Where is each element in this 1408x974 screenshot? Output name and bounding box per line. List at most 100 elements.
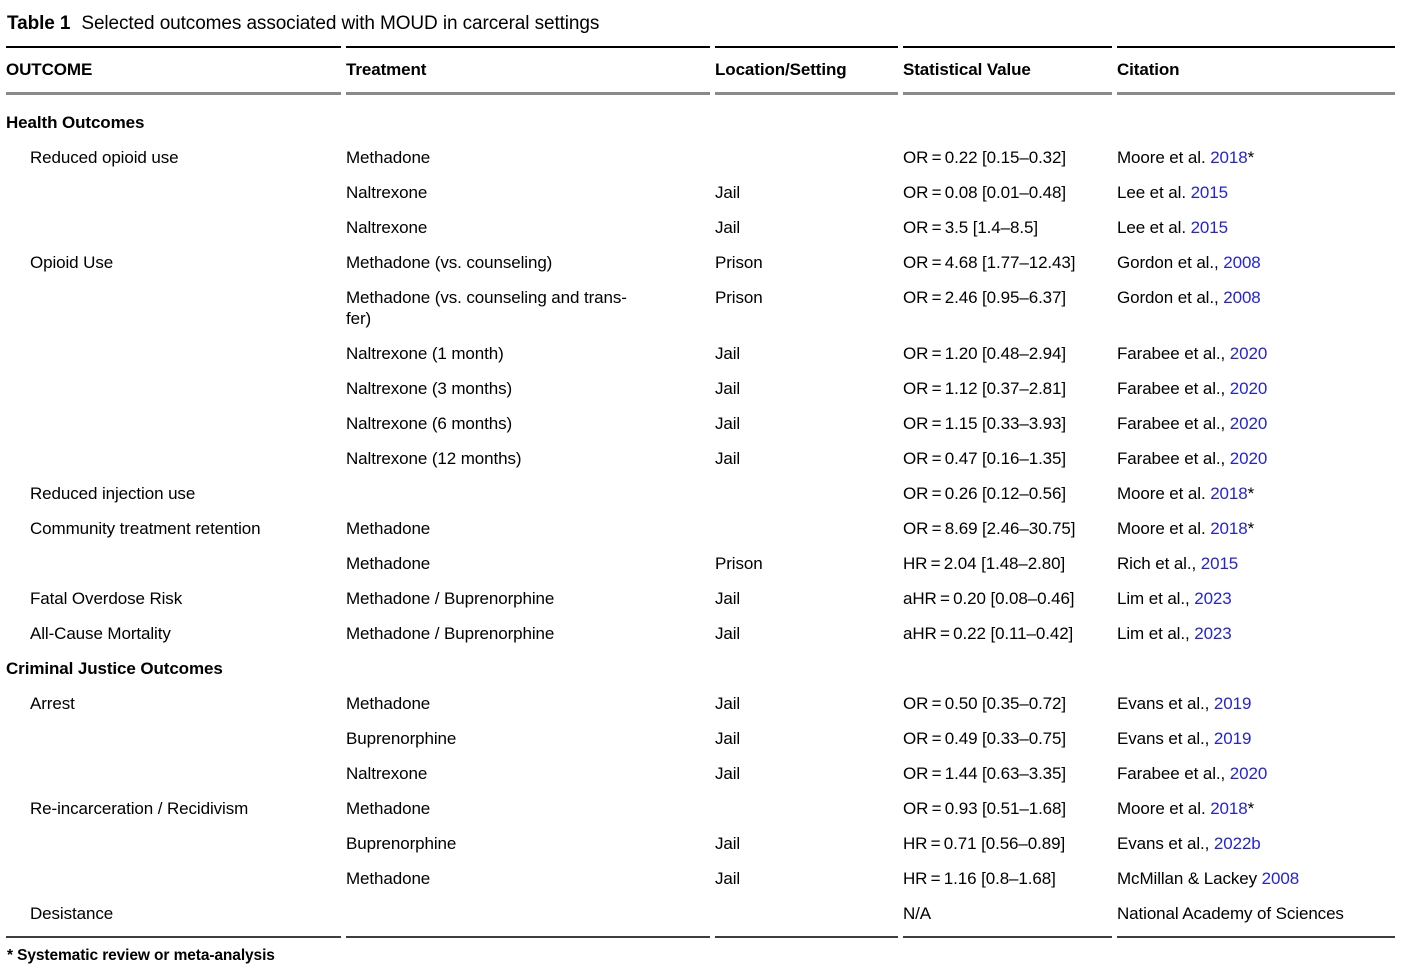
cell-citation: Lim et al., 2023	[1117, 623, 1395, 658]
table-row: Buprenorphine Jail OR = 0.49 [0.33–0.75] Ev…	[6, 728, 1395, 763]
citation-year-link[interactable]: 2015	[1190, 218, 1229, 237]
cell-outcome	[6, 217, 341, 252]
cell-citation: National Academy of Sciences	[1117, 903, 1395, 938]
col-header-citation: Citation	[1117, 46, 1395, 95]
citation-text: McMillan & Lackey	[1117, 869, 1262, 888]
cell-citation: Farabee et al., 2020	[1117, 763, 1395, 798]
citation-year-link[interactable]: 2008	[1223, 253, 1261, 272]
citation-asterisk: *	[1247, 799, 1255, 818]
cell-stat: OR = 1.20 [0.48–2.94]	[903, 344, 1067, 363]
cell-treatment: Buprenorphine	[346, 729, 457, 748]
col-header-statistical-value: Statistical Value	[903, 46, 1112, 95]
cell-treatment: Methadone / Buprenorphine	[346, 589, 555, 608]
cell-location: Jail	[715, 869, 741, 888]
cell-location: Jail	[715, 694, 741, 713]
citation-year-link[interactable]: 2023	[1194, 624, 1232, 643]
cell-treatment: Methadone	[346, 694, 431, 713]
cell-outcome	[6, 833, 341, 868]
col-header-location: Location/Setting	[715, 46, 898, 95]
cell-outcome	[6, 448, 341, 483]
citation-year-link[interactable]: 2018	[1210, 484, 1248, 503]
cell-citation: Lim et al., 2023	[1117, 588, 1395, 623]
cell-location: Jail	[715, 624, 741, 643]
citation-year-link[interactable]: 2020	[1229, 449, 1268, 468]
cell-stat: N/A	[903, 903, 1112, 938]
cell-location	[715, 147, 898, 182]
cell-treatment: Naltrexone	[346, 183, 428, 202]
citation-year-link[interactable]: 2008	[1261, 869, 1300, 888]
cell-outcome	[6, 378, 341, 413]
cell-stat: aHR = 0.20 [0.08–0.46]	[903, 589, 1075, 608]
cell-treatment: Naltrexone	[346, 764, 428, 783]
cell-citation: Moore et al. 2018*	[1117, 147, 1395, 182]
table-caption: Table 1 Selected outcomes associated with…	[7, 12, 1400, 46]
table-row: Naltrexone Jail OR = 1.44 [0.63–3.35] Farab…	[6, 763, 1395, 798]
cell-citation: Farabee et al., 2020	[1117, 378, 1395, 413]
section-header: Health Outcomes	[6, 113, 145, 132]
citation-year-link[interactable]: 2020	[1229, 344, 1268, 363]
cell-stat: OR = 2.46 [0.95–6.37]	[903, 288, 1067, 307]
cell-location: Jail	[715, 834, 741, 853]
cell-location: Jail	[715, 344, 741, 363]
cell-location: Jail	[715, 183, 741, 202]
table-row: Naltrexone (3 months) Jail OR = 1.12 [0.37…	[6, 378, 1395, 413]
citation-text: Farabee et al.,	[1117, 344, 1230, 363]
citation-text: Lim et al.,	[1117, 589, 1195, 608]
cell-stat: HR = 2.04 [1.48–2.80]	[903, 554, 1066, 573]
cell-location: Jail	[715, 589, 741, 608]
cell-outcome: Desistance	[6, 903, 341, 938]
cell-location: Jail	[715, 764, 741, 783]
citation-text: National Academy of Sciences	[1117, 904, 1344, 923]
cell-outcome: Re-incarceration / Recidivism	[30, 799, 249, 818]
section-row: Health Outcomes	[6, 95, 1395, 147]
citation-text: Gordon et al.,	[1117, 288, 1224, 307]
citation-year-link[interactable]: 2008	[1223, 288, 1261, 307]
cell-citation: Lee et al. 2015	[1117, 182, 1395, 217]
cell-location: Jail	[715, 379, 741, 398]
table-row: Buprenorphine Jail HR = 0.71 [0.56–0.89] Ev…	[6, 833, 1395, 868]
citation-year-link[interactable]: 2015	[1190, 183, 1229, 202]
cell-citation: McMillan & Lackey 2008	[1117, 868, 1395, 903]
citation-year-link[interactable]: 2018	[1210, 799, 1248, 818]
cell-stat: OR = 0.49 [0.33–0.75]	[903, 729, 1067, 748]
citation-year-link[interactable]: 2022b	[1213, 834, 1261, 853]
cell-outcome	[6, 343, 341, 378]
citation-year-link[interactable]: 2020	[1229, 764, 1268, 783]
cell-outcome	[6, 868, 341, 903]
citation-year-link[interactable]: 2018	[1210, 519, 1248, 538]
table-row: Naltrexone Jail OR = 3.5 [1.4–8.5] Lee et a…	[6, 217, 1395, 252]
cell-citation: Lee et al. 2015	[1117, 217, 1395, 252]
table-row: Methadone (vs. counseling and trans- fer…	[6, 287, 1395, 343]
cell-outcome	[6, 763, 341, 798]
cell-treatment: Methadone	[346, 869, 431, 888]
citation-year-link[interactable]: 2015	[1200, 554, 1239, 573]
table-row: Desistance N/A National Academy of Science…	[6, 903, 1395, 938]
header-row: OUTCOME Treatment Location/Setting Stati…	[6, 46, 1395, 95]
cell-treatment: Naltrexone (1 month)	[346, 344, 504, 363]
cell-stat: OR = 8.69 [2.46–30.75]	[903, 519, 1076, 538]
table-row: All-Cause Mortality Methadone / Buprenorp…	[6, 623, 1395, 658]
cell-treatment: Methadone	[346, 554, 431, 573]
citation-text: Lee et al.	[1117, 183, 1191, 202]
cell-citation: Rich et al., 2015	[1117, 553, 1395, 588]
citation-year-link[interactable]: 2018	[1210, 148, 1248, 167]
cell-outcome	[6, 553, 341, 588]
cell-outcome: All-Cause Mortality	[30, 624, 171, 643]
cell-stat: OR = 0.47 [0.16–1.35]	[903, 449, 1067, 468]
cell-stat: OR = 4.68 [1.77–12.43]	[903, 253, 1076, 272]
citation-year-link[interactable]: 2020	[1229, 379, 1268, 398]
cell-outcome: Reduced opioid use	[30, 148, 179, 167]
citation-text: Farabee et al.,	[1117, 414, 1230, 433]
citation-year-link[interactable]: 2019	[1213, 729, 1252, 748]
table-row: Reduced injection use OR = 0.26 [0.12–0.5…	[6, 483, 1395, 518]
citation-year-link[interactable]: 2023	[1194, 589, 1232, 608]
table-row: Naltrexone Jail OR = 0.08 [0.01–0.48] Lee e…	[6, 182, 1395, 217]
citation-year-link[interactable]: 2020	[1229, 414, 1268, 433]
cell-outcome	[6, 182, 341, 217]
citation-year-link[interactable]: 2019	[1213, 694, 1252, 713]
cell-stat: OR = 1.44 [0.63–3.35]	[903, 764, 1067, 783]
table-row: Community treatment retention Methadone OR…	[6, 518, 1395, 553]
cell-treatment: Methadone	[346, 799, 431, 818]
table-row: Opioid Use Methadone (vs. counseling) Pris…	[6, 252, 1395, 287]
